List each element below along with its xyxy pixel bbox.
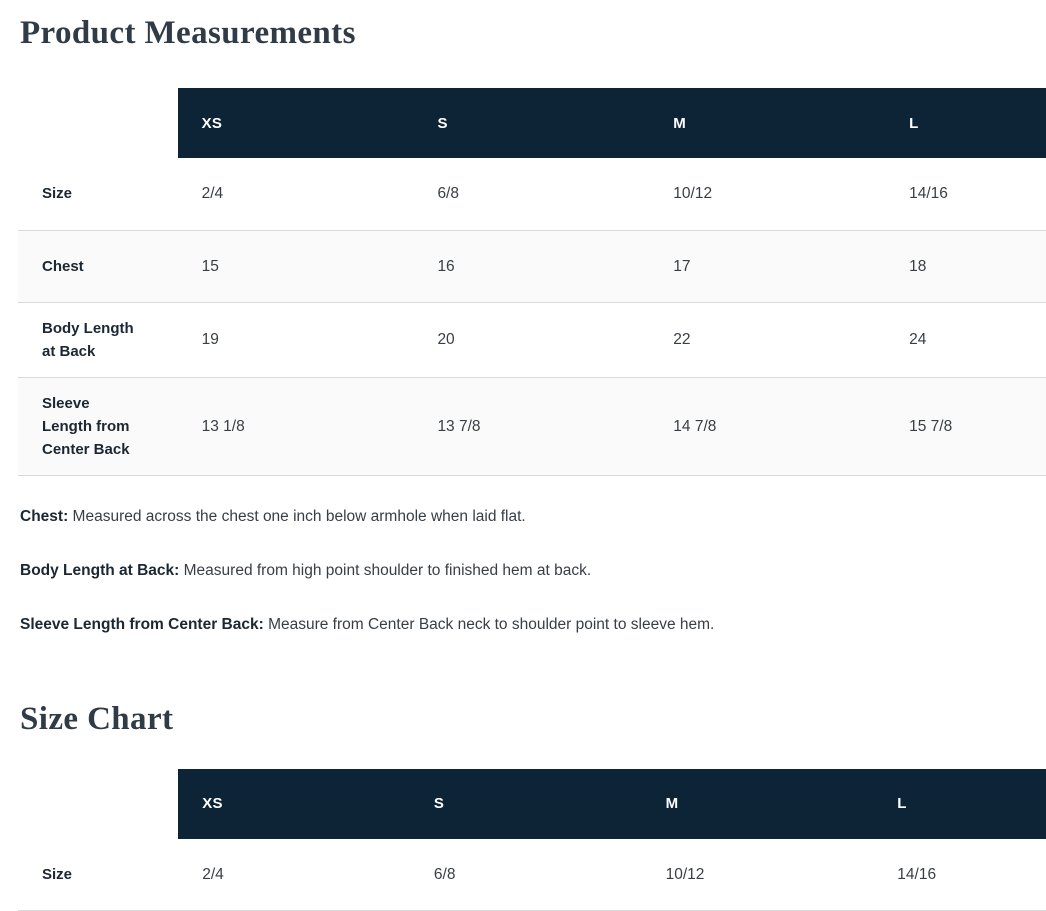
column-header-xs: XS	[178, 769, 410, 839]
header-corner-cell	[18, 88, 178, 158]
column-header-xs: XS	[178, 88, 414, 158]
definition-chest: Chest: Measured across the chest one inc…	[20, 506, 1046, 528]
size-chart-table: XS S M L Size 2/4 6/8 10/12 14/16	[18, 769, 1046, 911]
definition-term: Body Length at Back:	[20, 562, 179, 579]
column-header-m: M	[649, 88, 885, 158]
measurement-value: 15	[178, 230, 414, 302]
row-label-sleeve-length: Sleeve Length from Center Back	[18, 377, 178, 475]
measurement-value: 16	[413, 230, 649, 302]
measurement-value: 15 7/8	[885, 377, 1046, 475]
table-row-sleeve-length: Sleeve Length from Center Back 13 1/8 13…	[18, 377, 1046, 475]
row-label-chest: Chest	[18, 230, 178, 302]
column-header-s: S	[413, 88, 649, 158]
size-header-row: XS S M L	[18, 769, 1046, 839]
column-header-l: L	[885, 88, 1046, 158]
measurement-value: 13 1/8	[178, 377, 414, 475]
definition-body-length: Body Length at Back: Measured from high …	[20, 560, 1046, 582]
size-value: 2/4	[178, 839, 410, 911]
size-header-row: XS S M L	[18, 88, 1046, 158]
header-corner-cell	[18, 769, 178, 839]
column-header-l: L	[873, 769, 1046, 839]
size-value: 10/12	[642, 839, 874, 911]
definition-text: Measure from Center Back neck to shoulde…	[264, 616, 715, 633]
measurement-value: 22	[649, 302, 885, 377]
definition-term: Chest:	[20, 508, 68, 525]
table-row-size: Size 2/4 6/8 10/12 14/16	[18, 839, 1046, 911]
table-row-chest: Chest 15 16 17 18	[18, 230, 1046, 302]
measurement-value: 18	[885, 230, 1046, 302]
measurement-value: 14/16	[885, 158, 1046, 230]
column-header-s: S	[410, 769, 642, 839]
row-label-size: Size	[18, 158, 178, 230]
row-label-body-length: Body Length at Back	[18, 302, 178, 377]
column-header-m: M	[642, 769, 874, 839]
measurement-value: 19	[178, 302, 414, 377]
definition-term: Sleeve Length from Center Back:	[20, 616, 264, 633]
size-value: 6/8	[410, 839, 642, 911]
measurement-value: 6/8	[413, 158, 649, 230]
measurement-definitions: Chest: Measured across the chest one inc…	[20, 506, 1046, 636]
table-row-size: Size 2/4 6/8 10/12 14/16	[18, 158, 1046, 230]
product-measurements-table: XS S M L Size 2/4 6/8 10/12 14/16 Chest …	[18, 88, 1046, 476]
measurement-value: 17	[649, 230, 885, 302]
measurement-value: 20	[413, 302, 649, 377]
definition-sleeve-length: Sleeve Length from Center Back: Measure …	[20, 614, 1046, 636]
size-value: 14/16	[873, 839, 1046, 911]
table-row-body-length: Body Length at Back 19 20 22 24	[18, 302, 1046, 377]
measurement-value: 14 7/8	[649, 377, 885, 475]
measurement-value: 24	[885, 302, 1046, 377]
measurement-value: 2/4	[178, 158, 414, 230]
size-chart-title: Size Chart	[20, 698, 1046, 741]
definition-text: Measured across the chest one inch below…	[68, 508, 526, 525]
measurement-value: 13 7/8	[413, 377, 649, 475]
measurement-value: 10/12	[649, 158, 885, 230]
definition-text: Measured from high point shoulder to fin…	[179, 562, 591, 579]
row-label-size: Size	[18, 839, 178, 911]
product-measurements-title: Product Measurements	[20, 12, 1046, 55]
